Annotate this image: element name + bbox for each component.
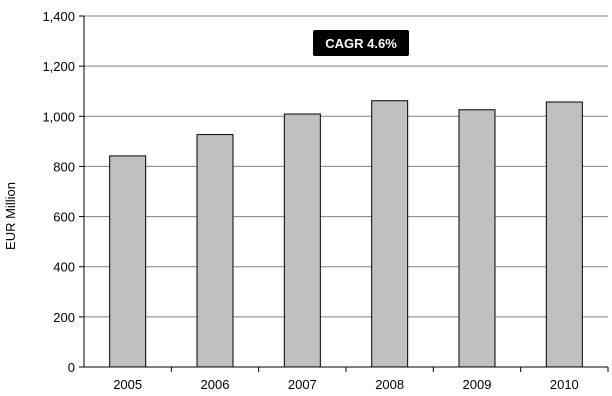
x-tick-label: 2007 [288, 377, 317, 392]
x-tick-label: 2009 [463, 377, 492, 392]
bar-2008 [371, 100, 409, 368]
bar-2010 [545, 101, 583, 368]
cagr-annotation: CAGR 4.6% [313, 30, 409, 56]
grid-lines [79, 15, 608, 368]
y-tick-labels: 0 200 400 600 800 1,000 1,200 1,400 [42, 9, 75, 375]
y-tick-label: 600 [53, 210, 75, 225]
y-tick-label: 400 [53, 260, 75, 275]
y-tick-label: 1,400 [42, 9, 75, 24]
y-tick-label: 1,200 [42, 59, 75, 74]
x-tick-label: 2010 [550, 377, 579, 392]
y-axis-label: EUR Million [3, 182, 18, 250]
bar-2005 [109, 155, 147, 368]
x-tick-label: 2006 [201, 377, 230, 392]
x-tick-label: 2008 [375, 377, 404, 392]
x-tick-label: 2005 [113, 377, 142, 392]
bar-2009 [458, 109, 496, 368]
bar-2006 [196, 134, 234, 368]
cagr-annotation-text: CAGR 4.6% [325, 36, 397, 51]
y-tick-label: 1,000 [42, 109, 75, 124]
y-tick-label: 0 [68, 360, 75, 375]
bar-2007 [283, 113, 321, 368]
x-tick-labels: 2005 2006 2007 2008 2009 2010 [113, 377, 579, 392]
axes [83, 16, 608, 368]
y-tick-label: 800 [53, 159, 75, 174]
cagr-annotation-box [313, 30, 409, 56]
bars [109, 100, 609, 372]
y-tick-label: 200 [53, 310, 75, 325]
